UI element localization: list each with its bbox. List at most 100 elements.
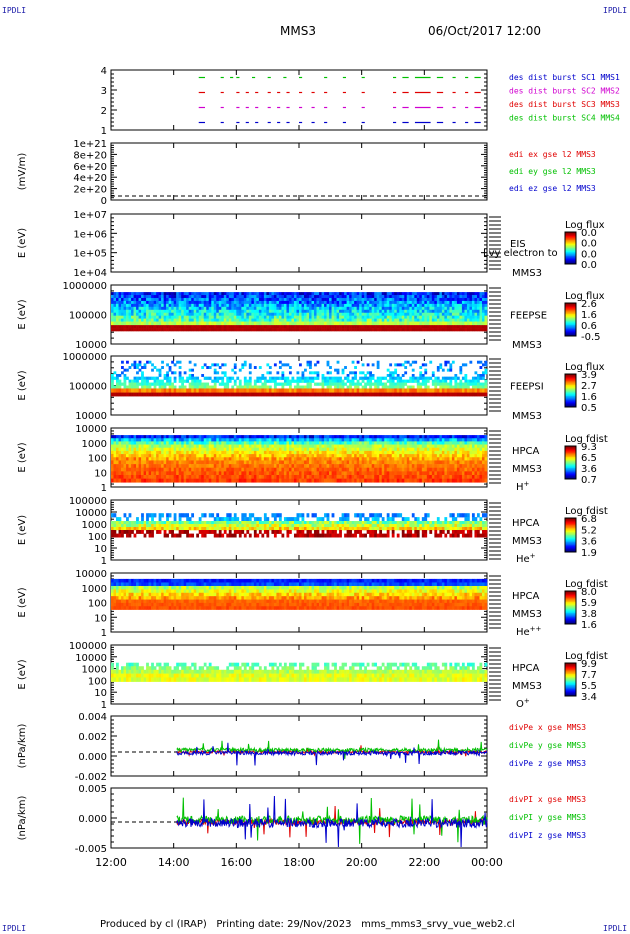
feepse-cell: [296, 295, 300, 299]
feepse-cell: [211, 303, 215, 308]
hpca_h-cell: [186, 471, 190, 476]
hpca_h-cell: [394, 441, 398, 445]
feepsi-cell: [349, 379, 352, 383]
hpca_h-cell: [341, 435, 345, 439]
hpca_h-cell: [253, 447, 257, 452]
feepsi-cell: [226, 388, 230, 393]
hpca_h-cell: [451, 444, 455, 449]
hpca_h-cell: [253, 435, 257, 439]
hpca_h-cell: [434, 444, 438, 449]
feepsi-cell: [136, 363, 139, 367]
feepse-cell: [133, 295, 137, 299]
feepse-cell: [183, 312, 187, 316]
feepse-cell: [434, 306, 438, 311]
hpca_h-cell: [176, 450, 179, 455]
feepse-cell: [196, 292, 200, 296]
feepsi-cell: [396, 373, 400, 377]
hpca_h-cell: [221, 467, 225, 472]
feepse-cell: [181, 312, 184, 316]
hpca_h-cell: [113, 467, 117, 472]
hpca_h-cell: [113, 475, 117, 479]
feepsi-cell: [479, 376, 483, 380]
feepse-cell: [123, 321, 127, 326]
feepse-cell: [481, 321, 485, 326]
feepsi-cell: [133, 382, 137, 386]
eis-colorbar-tick-label: 0.0: [581, 260, 597, 271]
feepse-cell: [173, 328, 177, 332]
feepse-cell: [111, 325, 114, 329]
hpca_h-cell: [176, 441, 179, 445]
feepse-cell: [256, 315, 260, 319]
feepse-cell: [469, 325, 473, 329]
feepse-cell: [341, 300, 345, 305]
feepsi-cell: [266, 379, 270, 383]
eis-colorbar-title: Log flux: [565, 220, 605, 231]
hpca_h-cell: [376, 438, 380, 442]
hpca_h-cell: [361, 454, 365, 458]
hpca_h-cell: [173, 471, 177, 476]
feepse-cell: [359, 321, 362, 326]
hpca_h-cell: [281, 441, 285, 445]
feepsi-cell: [434, 388, 438, 393]
feepsi-cell: [384, 376, 388, 380]
feepsi-cell: [153, 385, 157, 389]
feepse-cell: [246, 312, 250, 316]
hpca_h-cell: [391, 450, 395, 455]
feepse-cell: [193, 292, 197, 296]
feepse-cell: [228, 321, 232, 326]
feepsi-cell: [434, 382, 438, 386]
hpca_h-cell: [451, 454, 455, 458]
hpca_h-cell: [183, 457, 187, 461]
avail-legend-entry: des dist burst SC4 MMS4: [509, 114, 620, 123]
feepse-cell: [466, 309, 470, 314]
feepsi-cell: [258, 385, 262, 389]
hpca_h-cell: [221, 450, 225, 455]
hpca_h-cell: [151, 447, 154, 452]
hpca_h-cell: [148, 467, 152, 472]
hpca_h-cell: [293, 447, 297, 452]
feepse-cell: [238, 309, 242, 314]
eis-ytick-label: 1e+05: [73, 249, 107, 260]
hpca_h-cell: [424, 438, 428, 442]
feepsi-cell: [266, 385, 270, 389]
hpca_h-cell: [218, 454, 222, 458]
hpca_h-cell: [208, 454, 212, 458]
feepse-cell: [258, 321, 262, 326]
feepse-cell: [198, 321, 202, 326]
feepsi-cell: [354, 373, 357, 377]
feepse-cell: [306, 295, 310, 299]
feepse-cell: [341, 315, 345, 319]
hpca_h-cell: [324, 454, 327, 458]
feepse-cell: [126, 292, 129, 296]
feepse-cell: [193, 318, 197, 322]
eis-ytick-label: 1e+04: [73, 268, 107, 279]
feepse-cell: [396, 321, 400, 326]
feepse-cell: [379, 325, 383, 329]
hpca_h-cell: [431, 454, 435, 458]
feepse-cell: [311, 297, 315, 302]
feepse-cell: [123, 297, 127, 302]
hpca_h-cell: [466, 435, 470, 439]
feepse-cell: [311, 325, 315, 329]
feepse-cell: [151, 325, 154, 329]
feepse-cell: [464, 325, 468, 329]
feepse-cell: [466, 300, 470, 305]
feepse-cell: [339, 312, 342, 316]
hpca_h-cell: [141, 460, 144, 465]
feepse-cell: [171, 297, 174, 302]
hpca_h-cell: [439, 444, 443, 449]
feepsi-ylabel: E (eV): [17, 370, 28, 400]
feepsi-cell: [436, 388, 440, 393]
hpca_h-cell: [213, 471, 217, 476]
feepsi-cell: [196, 382, 200, 386]
feepse-cell: [429, 312, 433, 316]
hpca_h-cell: [394, 447, 398, 452]
feepse-cell: [429, 300, 433, 305]
feepsi-cell: [321, 376, 325, 380]
hpca_h-cell: [399, 435, 403, 439]
feepse-cell: [188, 303, 192, 308]
feepse-cell: [319, 321, 322, 326]
feepsi-cell: [276, 388, 280, 393]
feepse-cell: [186, 306, 190, 311]
feepse-cell: [208, 315, 212, 319]
